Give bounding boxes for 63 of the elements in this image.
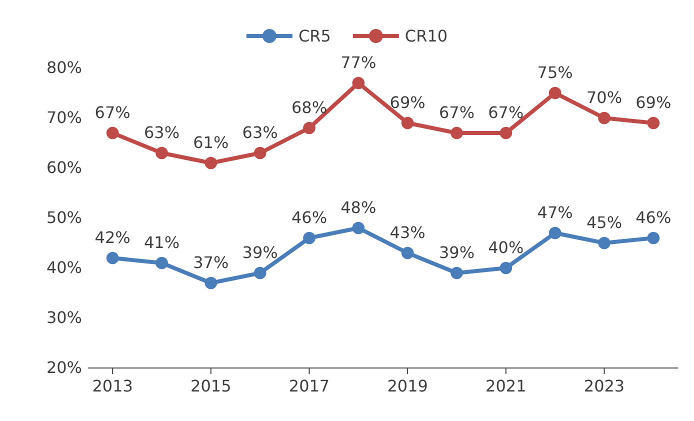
data-label: 41% xyxy=(144,233,180,252)
data-label: 37% xyxy=(193,253,229,272)
x-tick-label: 2019 xyxy=(387,376,428,396)
y-tick-label: 40% xyxy=(46,258,82,278)
data-label: 47% xyxy=(537,203,573,222)
x-tick-label: 2013 xyxy=(92,376,133,396)
data-label: 46% xyxy=(291,208,328,227)
point xyxy=(204,276,218,290)
data-label: 46% xyxy=(636,208,672,227)
data-label: 48% xyxy=(340,198,376,217)
data-label: 67% xyxy=(94,103,130,122)
data-label: 39% xyxy=(438,243,475,262)
y-tick-label: 80% xyxy=(46,58,82,78)
point xyxy=(303,122,316,134)
data-label: 75% xyxy=(537,63,573,82)
point xyxy=(598,112,610,124)
point xyxy=(548,226,562,240)
legend-label: CR10 xyxy=(404,26,448,46)
y-tick-label: 60% xyxy=(46,158,82,178)
point xyxy=(106,126,119,140)
y-tick-label: 50% xyxy=(46,208,82,228)
point xyxy=(204,156,218,170)
point xyxy=(598,236,610,250)
legend-label: CR5 xyxy=(298,26,331,46)
point xyxy=(352,222,365,234)
y-tick-label: 30% xyxy=(46,308,82,328)
point xyxy=(303,232,316,244)
point xyxy=(352,76,365,90)
data-label: 77% xyxy=(340,53,376,72)
x-tick-label: 2021 xyxy=(486,376,526,396)
data-label: 70% xyxy=(586,88,622,107)
point xyxy=(500,262,512,274)
x-tick-label: 2015 xyxy=(190,376,232,396)
point xyxy=(254,266,266,280)
data-label: 45% xyxy=(586,213,622,232)
point xyxy=(450,266,463,280)
data-label: 39% xyxy=(242,243,278,262)
x-tick-label: 2023 xyxy=(584,376,625,396)
data-label: 69% xyxy=(636,93,672,112)
data-label: 40% xyxy=(488,238,524,257)
point xyxy=(156,146,168,160)
data-label: 42% xyxy=(94,228,130,247)
point xyxy=(401,116,414,130)
point xyxy=(647,116,660,130)
point xyxy=(548,86,562,100)
y-tick-label: 70% xyxy=(46,108,82,128)
data-label: 61% xyxy=(193,133,229,152)
data-label: 69% xyxy=(390,93,426,112)
data-label: 63% xyxy=(242,123,278,142)
point xyxy=(106,252,119,264)
point xyxy=(450,126,463,140)
point xyxy=(500,126,512,140)
data-label: 67% xyxy=(488,103,524,122)
point xyxy=(401,246,414,260)
x-tick-label: 2017 xyxy=(288,376,330,396)
data-label: 63% xyxy=(144,123,180,142)
point xyxy=(647,232,660,244)
data-label: 67% xyxy=(438,103,475,122)
data-label: 43% xyxy=(390,223,426,242)
y-tick-label: 20% xyxy=(46,358,82,378)
point xyxy=(254,146,266,160)
point xyxy=(156,256,168,270)
data-label: 68% xyxy=(291,98,328,117)
